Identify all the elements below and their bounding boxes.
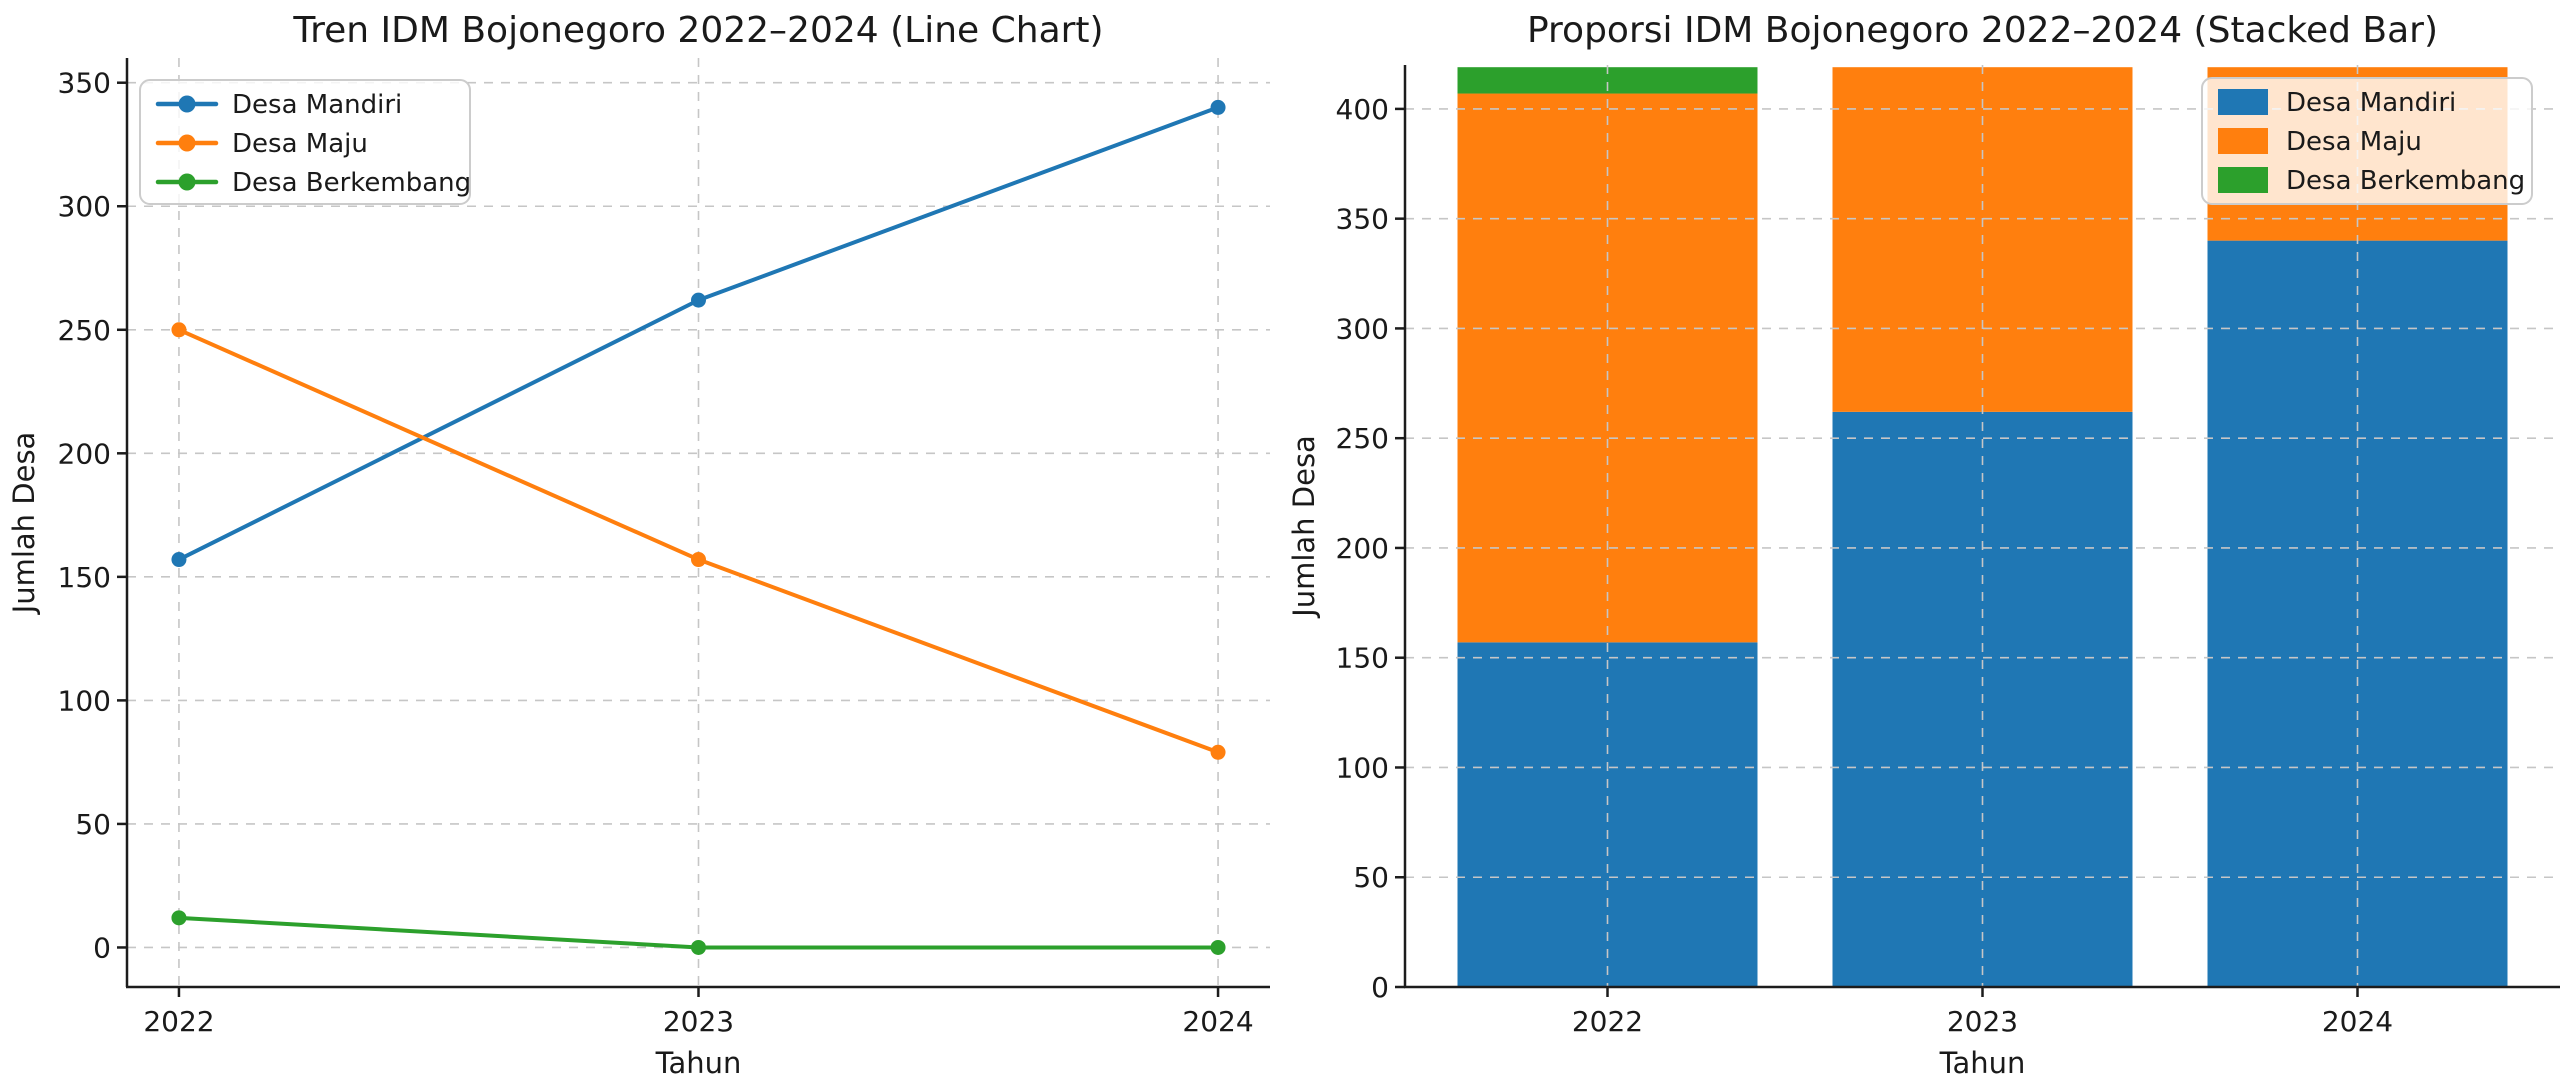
x-tick-label: 2023: [1947, 1005, 2018, 1038]
y-tick-label: 100: [58, 684, 111, 717]
x-tick-label: 2022: [143, 1005, 214, 1038]
x-tick-label: 2024: [1182, 1005, 1253, 1038]
y-tick-label: 300: [1336, 312, 1389, 345]
legend-label: Desa Mandiri: [2286, 88, 2456, 118]
grid-layer: [127, 58, 1270, 987]
legend-marker-desa-maju: [178, 134, 196, 152]
y-tick-label: 250: [1336, 422, 1389, 455]
data-point-desa-maju: [691, 552, 706, 568]
data-point-desa-maju: [171, 322, 187, 338]
x-tick-label: 2023: [663, 1005, 734, 1038]
legend-label: Desa Mandiri: [232, 90, 402, 120]
legend-swatch-desa-berkembang: [2218, 167, 2268, 193]
legend-label: Desa Berkembang: [232, 168, 471, 198]
y-tick-label: 100: [1336, 751, 1389, 784]
y-tick-label: 250: [58, 314, 111, 347]
y-tick-label: 150: [1336, 642, 1389, 675]
data-point-desa-berkembang: [1210, 939, 1226, 955]
y-tick-label: 150: [58, 561, 111, 594]
legend: Desa Mandiri Desa Maju Desa Berkembang: [2201, 77, 2533, 205]
legend-label: Desa Maju: [2286, 127, 2422, 157]
y-axis-label: Jumlah Desa: [7, 432, 41, 616]
data-point-desa-mandiri: [171, 552, 187, 568]
stacked-bar-chart: 0 50 100 150 200 250 300 350 400 2022 2023 2024 Tahu…: [1287, 10, 2560, 1080]
y-tick-label: 300: [58, 190, 111, 223]
y-tick-label: 50: [1353, 861, 1389, 894]
y-tick-label: 50: [75, 808, 111, 841]
y-tick-label: 350: [58, 67, 111, 100]
data-point-desa-berkembang: [171, 910, 187, 926]
line-chart: 0 50 100 150 200 250 300 350 2022 2023 2024 Tahun Ju…: [7, 10, 1270, 1080]
legend-marker-desa-mandiri: [178, 95, 196, 113]
text-layer: 0 50 100 150 200 250 300 350 400 2022 2023 2024 Tahu…: [1287, 10, 2438, 1080]
chart-title: Tren IDM Bojonegoro 2022–2024 (Line Char…: [292, 10, 1103, 51]
y-tick-label: 350: [1336, 203, 1389, 236]
data-point-desa-mandiri: [1210, 99, 1226, 115]
data-point-desa-maju: [1210, 744, 1226, 760]
y-axis-label: Jumlah Desa: [1287, 435, 1321, 619]
data-point-desa-mandiri: [691, 292, 706, 308]
y-tick-label: 200: [58, 437, 111, 470]
y-tick-label: 0: [93, 931, 111, 964]
legend-swatch-desa-maju: [2218, 128, 2268, 154]
legend-box: [2201, 77, 2533, 205]
x-tick-label: 2022: [1572, 1005, 1643, 1038]
y-tick-label: 0: [1371, 971, 1389, 1004]
legend-label: Desa Maju: [232, 129, 368, 159]
legend-swatch-desa-mandiri: [2218, 89, 2268, 115]
y-tick-label: 400: [1336, 93, 1389, 126]
series-layer: [171, 99, 1226, 955]
chart-title: Proporsi IDM Bojonegoro 2022–2024 (Stack…: [1527, 10, 2438, 51]
data-point-desa-berkembang: [691, 939, 706, 955]
x-axis-label: Tahun: [1939, 1046, 2026, 1080]
legend-box: [139, 79, 471, 205]
y-tick-label: 200: [1336, 532, 1389, 565]
x-tick-label: 2024: [2322, 1005, 2393, 1038]
legend-marker-desa-berkembang: [178, 173, 196, 191]
legend-label: Desa Berkembang: [2286, 166, 2525, 196]
x-axis-label: Tahun: [655, 1046, 742, 1080]
legend: Desa Mandiri Desa Maju Desa Berkembang: [139, 79, 471, 205]
text-layer: 0 50 100 150 200 250 300 350 2022 2023 2024 Tahun Ju…: [7, 10, 1254, 1080]
axes-layer: [1395, 65, 2560, 997]
axes-layer: [117, 58, 1270, 997]
